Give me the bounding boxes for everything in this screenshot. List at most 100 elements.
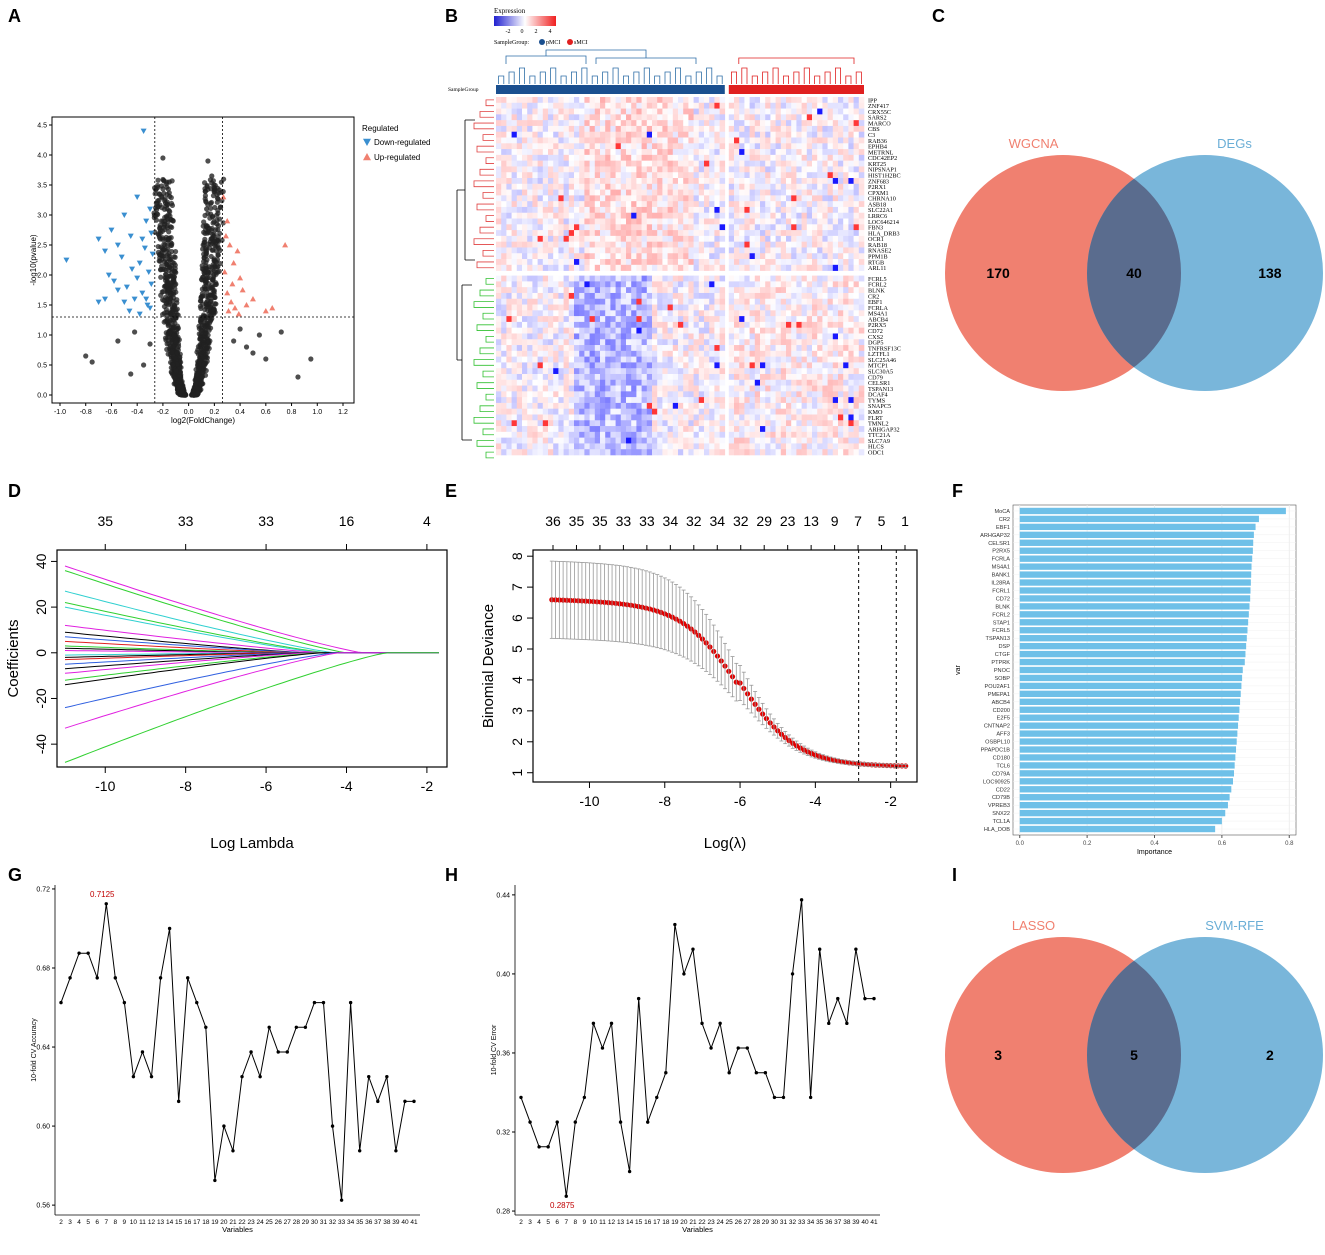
heatmap-cell: [678, 362, 684, 369]
heatmap-cell: [506, 125, 512, 133]
heatmap-cell: [532, 356, 538, 363]
heatmap-cell: [615, 259, 622, 266]
heatmap-cell: [728, 125, 735, 133]
heatmap-cell: [843, 362, 849, 369]
heatmap-cell: [812, 316, 818, 323]
heatmap-cell: [527, 362, 533, 369]
heatmap-cell: [548, 218, 554, 225]
heatmap-cell: [501, 212, 507, 219]
heatmap-cell: [775, 206, 782, 214]
heatmap-cell: [739, 218, 745, 225]
heatmap-cell: [584, 379, 590, 386]
heatmap-cell: [848, 189, 854, 196]
heatmap-cell: [532, 345, 538, 352]
dendro-branch: [716, 75, 723, 84]
heatmap-cell: [568, 339, 575, 346]
down-point: [134, 194, 141, 200]
heatmap-cell: [853, 125, 860, 133]
heatmap-cell: [558, 339, 564, 346]
ns-point: [201, 180, 208, 186]
heatmap-cell: [496, 195, 502, 202]
heatmap-cell: [542, 143, 549, 150]
heatmap-cell: [563, 316, 570, 323]
heatmap-cell: [548, 310, 554, 317]
heatmap-cell: [652, 321, 658, 328]
heatmap-cell: [511, 264, 518, 271]
heatmap-cell: [838, 350, 844, 357]
heatmap-cell: [765, 281, 771, 288]
heatmap-cell: [584, 350, 590, 357]
heatmap-cell: [678, 310, 684, 317]
heatmap-cell: [532, 379, 538, 386]
heatmap-cell: [501, 379, 507, 386]
heatmap-cell: [594, 172, 601, 179]
heatmap-cell: [532, 160, 538, 167]
heatmap-cell: [594, 247, 601, 254]
ns-point: [174, 297, 180, 303]
heatmap-cell: [796, 259, 802, 266]
heatmap-cell: [858, 120, 865, 127]
heatmap-cell: [646, 102, 653, 109]
heatmap-cell: [662, 264, 668, 271]
heatmap-cell: [657, 137, 663, 144]
heatmap-cell: [838, 206, 844, 214]
heatmap-cell: [827, 339, 834, 346]
heatmap-cell: [698, 292, 705, 300]
heatmap-cell: [626, 292, 632, 300]
heatmap-cell: [563, 218, 570, 225]
heatmap-cell: [817, 97, 823, 104]
heatmap-cell: [501, 264, 507, 271]
heatmap-cell: [641, 189, 648, 196]
heatmap-cell: [646, 292, 653, 300]
heatmap-cell: [672, 356, 679, 363]
heatmap-cell: [838, 345, 844, 352]
heatmap-cell: [646, 149, 653, 156]
heatmap-cell: [719, 333, 726, 340]
heatmap-cell: [527, 97, 533, 104]
heatmap-cell: [806, 149, 813, 156]
panel-label-d: D: [8, 481, 21, 501]
heatmap-cell: [683, 120, 689, 127]
heatmap-cell: [688, 212, 694, 219]
heatmap-cell: [584, 137, 590, 144]
heatmap-cell: [636, 321, 642, 328]
heatmap-cell: [801, 362, 808, 369]
heatmap-cell: [636, 333, 642, 340]
heatmap-cell: [858, 345, 865, 352]
heatmap-cell: [537, 247, 544, 254]
heatmap-cell: [652, 362, 658, 369]
heatmap-cell: [672, 292, 679, 300]
heatmap-cell: [714, 339, 720, 346]
heatmap-cell: [641, 373, 648, 381]
heatmap-cell: [858, 327, 865, 334]
heatmap-cell: [579, 292, 585, 300]
heatmap-cell: [858, 292, 865, 300]
heatmap-cell: [791, 259, 797, 266]
heatmap-cell: [626, 310, 632, 317]
heatmap-cell: [693, 333, 700, 340]
heatmap-cell: [516, 241, 523, 248]
heatmap-cell: [511, 327, 518, 334]
heatmap-cell: [714, 292, 720, 300]
ns-point: [160, 186, 166, 192]
heatmap-cell: [838, 281, 844, 288]
heatmap-cell: [615, 120, 622, 127]
heatmap-cell: [719, 149, 726, 156]
heatmap-cell: [709, 287, 715, 294]
heatmap-cell: [496, 160, 502, 167]
heatmap-cell: [516, 166, 523, 173]
heatmap-cell: [848, 310, 854, 317]
heatmap-cell: [605, 154, 611, 161]
heatmap-cell: [749, 310, 756, 317]
heatmap-cell: [574, 102, 580, 109]
heatmap-cell: [527, 183, 533, 190]
heatmap-cell: [770, 120, 776, 127]
heatmap-cell: [626, 281, 632, 288]
heatmap-cell: [532, 114, 538, 121]
heatmap-cell: [527, 218, 533, 225]
heatmap-cell: [832, 230, 839, 237]
heatmap-cell: [615, 206, 622, 214]
heatmap-cell: [734, 183, 740, 190]
heatmap-cell: [678, 264, 684, 271]
heatmap-cell: [594, 102, 601, 109]
